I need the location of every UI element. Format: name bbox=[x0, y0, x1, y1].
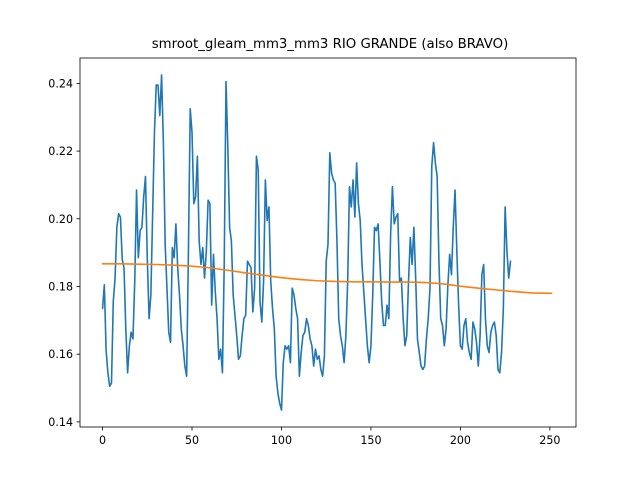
chart-title: smroot_gleam_mm3_mm3 RIO GRANDE (also BR… bbox=[152, 37, 509, 52]
x-tick-label: 50 bbox=[185, 434, 199, 447]
plot-frame bbox=[79, 57, 577, 428]
series-line-0 bbox=[101, 74, 512, 411]
x-tick-label: 150 bbox=[360, 434, 381, 447]
y-tick-label: 0.22 bbox=[48, 145, 73, 158]
y-tick-label: 0.20 bbox=[48, 213, 73, 226]
y-tick-label: 0.16 bbox=[48, 348, 73, 361]
x-tick-label: 250 bbox=[539, 434, 560, 447]
x-tick-label: 0 bbox=[99, 434, 106, 447]
y-tick-label: 0.14 bbox=[48, 416, 73, 429]
series-line-1 bbox=[101, 263, 553, 295]
series-layer bbox=[101, 74, 553, 411]
y-tick-label: 0.24 bbox=[48, 77, 73, 90]
axes: 0 50 100 150 200 250 0.14 0.16 0.18 0.20 0.22 0.24 bbox=[48, 57, 577, 447]
x-tick-label: 200 bbox=[450, 434, 471, 447]
x-tick-label: 100 bbox=[271, 434, 292, 447]
y-tick-label: 0.18 bbox=[48, 281, 73, 294]
